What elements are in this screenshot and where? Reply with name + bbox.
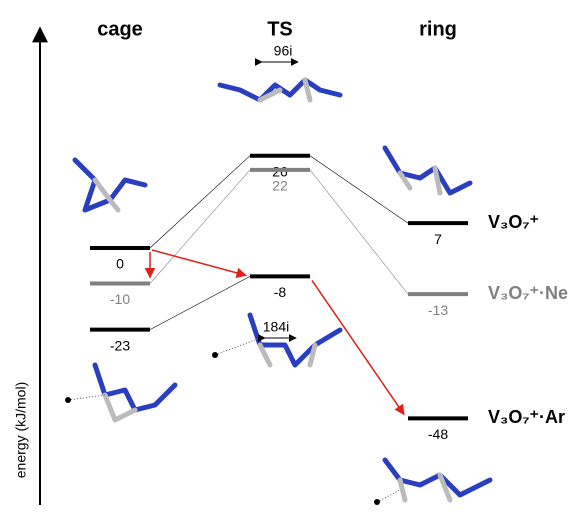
energy-label: 0 bbox=[116, 256, 124, 272]
energy-label: -8 bbox=[274, 284, 287, 300]
energy-diagram: energy (kJ/mol) 96i 184i cage TS ring 0 -10 -… bbox=[0, 0, 587, 512]
species-label: V₃O₇⁺·Ar bbox=[488, 407, 565, 427]
reaction-arrow bbox=[312, 280, 404, 414]
energy-label: 7 bbox=[434, 231, 442, 247]
energy-label: 22 bbox=[272, 178, 288, 194]
frequency-label: 96i bbox=[274, 43, 293, 59]
frequency-label: 184i bbox=[263, 319, 289, 335]
column-title: cage bbox=[97, 18, 143, 40]
energy-label: -23 bbox=[110, 337, 130, 353]
species-label: V₃O₇⁺·Ne bbox=[488, 283, 568, 303]
column-title: TS bbox=[267, 18, 293, 40]
energy-label: -10 bbox=[110, 291, 130, 307]
axis-label: energy (kJ/mol) bbox=[13, 382, 29, 478]
connector bbox=[150, 156, 250, 248]
column-title: ring bbox=[419, 18, 457, 40]
energy-label: -13 bbox=[428, 302, 448, 318]
connector bbox=[310, 170, 408, 294]
energy-label: -48 bbox=[428, 426, 448, 442]
species-label: V₃O₇⁺ bbox=[488, 212, 539, 232]
connector bbox=[150, 170, 250, 284]
reaction-arrow bbox=[152, 250, 246, 275]
connector bbox=[150, 276, 250, 329]
